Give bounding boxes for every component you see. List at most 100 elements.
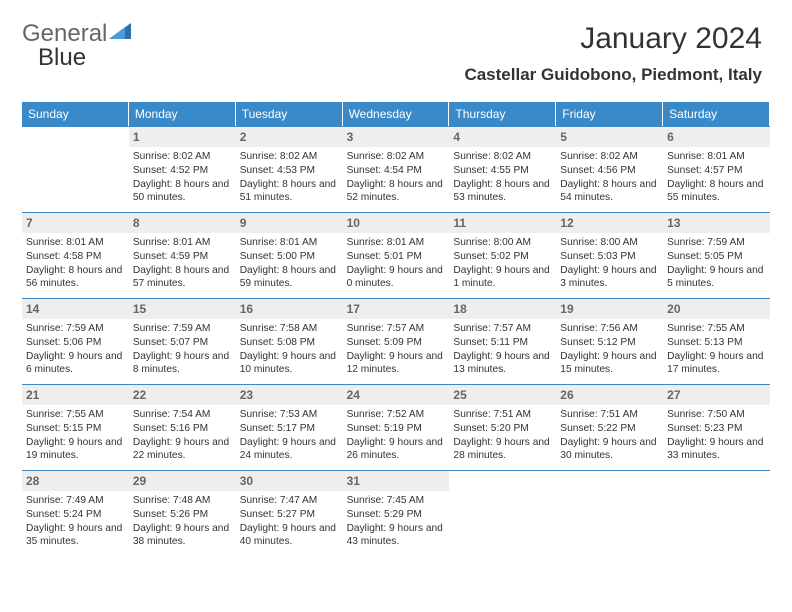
day-info: Sunrise: 7:57 AMSunset: 5:11 PMDaylight:… xyxy=(453,322,552,377)
day-cell: 1 Sunrise: 8:02 AMSunset: 4:52 PMDaylight… xyxy=(129,126,236,212)
day-number: 15 xyxy=(129,299,236,319)
day-info: Sunrise: 8:01 AMSunset: 4:57 PMDaylight:… xyxy=(667,150,766,205)
day-cell: 20 Sunrise: 7:55 AMSunset: 5:13 PMDayligh… xyxy=(663,298,770,384)
day-number: 25 xyxy=(449,385,556,405)
day-number: 5 xyxy=(556,127,663,147)
day-cell: 31 Sunrise: 7:45 AMSunset: 5:29 PMDayligh… xyxy=(343,470,450,556)
empty-cell xyxy=(22,126,129,212)
day-number: 10 xyxy=(343,213,450,233)
day-cell: 26 Sunrise: 7:51 AMSunset: 5:22 PMDayligh… xyxy=(556,384,663,470)
day-info: Sunrise: 7:52 AMSunset: 5:19 PMDaylight:… xyxy=(347,408,446,463)
day-number: 28 xyxy=(22,471,129,491)
day-number: 7 xyxy=(22,213,129,233)
day-cell: 23 Sunrise: 7:53 AMSunset: 5:17 PMDayligh… xyxy=(236,384,343,470)
day-cell: 6 Sunrise: 8:01 AMSunset: 4:57 PMDaylight… xyxy=(663,126,770,212)
weekday-header: Tuesday xyxy=(236,102,343,126)
day-info: Sunrise: 7:54 AMSunset: 5:16 PMDaylight:… xyxy=(133,408,232,463)
day-number: 8 xyxy=(129,213,236,233)
day-cell: 19 Sunrise: 7:56 AMSunset: 5:12 PMDayligh… xyxy=(556,298,663,384)
day-info: Sunrise: 7:48 AMSunset: 5:26 PMDaylight:… xyxy=(133,494,232,549)
header: General Blue January 2024 Castellar Guid… xyxy=(0,0,792,95)
weekday-header: Sunday xyxy=(22,102,129,126)
day-info: Sunrise: 7:59 AMSunset: 5:06 PMDaylight:… xyxy=(26,322,125,377)
day-info: Sunrise: 7:51 AMSunset: 5:20 PMDaylight:… xyxy=(453,408,552,463)
day-cell: 7 Sunrise: 8:01 AMSunset: 4:58 PMDaylight… xyxy=(22,212,129,298)
calendar-grid: SundayMondayTuesdayWednesdayThursdayFrid… xyxy=(22,102,770,556)
day-number: 1 xyxy=(129,127,236,147)
day-info: Sunrise: 8:01 AMSunset: 4:58 PMDaylight:… xyxy=(26,236,125,291)
page-title: January 2024 xyxy=(580,22,762,56)
day-number: 20 xyxy=(663,299,770,319)
day-info: Sunrise: 8:02 AMSunset: 4:53 PMDaylight:… xyxy=(240,150,339,205)
day-info: Sunrise: 8:00 AMSunset: 5:02 PMDaylight:… xyxy=(453,236,552,291)
day-number: 16 xyxy=(236,299,343,319)
day-number: 19 xyxy=(556,299,663,319)
day-number: 29 xyxy=(129,471,236,491)
day-info: Sunrise: 7:53 AMSunset: 5:17 PMDaylight:… xyxy=(240,408,339,463)
day-cell: 9Sunrise: 8:01 AMSunset: 5:00 PMDaylight… xyxy=(236,212,343,298)
day-number: 12 xyxy=(556,213,663,233)
day-number: 18 xyxy=(449,299,556,319)
day-cell: 15 Sunrise: 7:59 AMSunset: 5:07 PMDayligh… xyxy=(129,298,236,384)
day-number: 17 xyxy=(343,299,450,319)
day-number: 4 xyxy=(449,127,556,147)
weekday-header: Thursday xyxy=(449,102,556,126)
day-info: Sunrise: 8:01 AMSunset: 5:00 PMDaylight:… xyxy=(240,236,339,291)
logo-text-2: Blue xyxy=(38,44,86,71)
day-info: Sunrise: 7:59 AMSunset: 5:07 PMDaylight:… xyxy=(133,322,232,377)
day-number: 21 xyxy=(22,385,129,405)
day-info: Sunrise: 7:55 AMSunset: 5:15 PMDaylight:… xyxy=(26,408,125,463)
day-info: Sunrise: 7:58 AMSunset: 5:08 PMDaylight:… xyxy=(240,322,339,377)
weekday-header: Wednesday xyxy=(343,102,450,126)
day-info: Sunrise: 8:02 AMSunset: 4:55 PMDaylight:… xyxy=(453,150,552,205)
day-cell: 2Sunrise: 8:02 AMSunset: 4:53 PMDaylight… xyxy=(236,126,343,212)
day-number: 11 xyxy=(449,213,556,233)
day-cell: 16 Sunrise: 7:58 AMSunset: 5:08 PMDayligh… xyxy=(236,298,343,384)
day-number: 22 xyxy=(129,385,236,405)
day-cell: 3 Sunrise: 8:02 AMSunset: 4:54 PMDaylight… xyxy=(343,126,450,212)
day-cell: 5 Sunrise: 8:02 AMSunset: 4:56 PMDaylight… xyxy=(556,126,663,212)
day-number: 3 xyxy=(343,127,450,147)
day-info: Sunrise: 7:50 AMSunset: 5:23 PMDaylight:… xyxy=(667,408,766,463)
location-subtitle: Castellar Guidobono, Piedmont, Italy xyxy=(464,65,762,85)
day-info: Sunrise: 7:49 AMSunset: 5:24 PMDaylight:… xyxy=(26,494,125,549)
day-info: Sunrise: 8:00 AMSunset: 5:03 PMDaylight:… xyxy=(560,236,659,291)
day-cell: 22 Sunrise: 7:54 AMSunset: 5:16 PMDayligh… xyxy=(129,384,236,470)
day-number: 24 xyxy=(343,385,450,405)
day-cell: 27Sunrise: 7:50 AMSunset: 5:23 PMDayligh… xyxy=(663,384,770,470)
empty-cell xyxy=(556,470,663,556)
day-cell: 21 Sunrise: 7:55 AMSunset: 5:15 PMDayligh… xyxy=(22,384,129,470)
day-number: 13 xyxy=(663,213,770,233)
day-number: 6 xyxy=(663,127,770,147)
day-info: Sunrise: 8:02 AMSunset: 4:56 PMDaylight:… xyxy=(560,150,659,205)
day-cell: 29 Sunrise: 7:48 AMSunset: 5:26 PMDayligh… xyxy=(129,470,236,556)
day-cell: 10 Sunrise: 8:01 AMSunset: 5:01 PMDayligh… xyxy=(343,212,450,298)
day-info: Sunrise: 7:47 AMSunset: 5:27 PMDaylight:… xyxy=(240,494,339,549)
day-cell: 30 Sunrise: 7:47 AMSunset: 5:27 PMDayligh… xyxy=(236,470,343,556)
day-cell: 4 Sunrise: 8:02 AMSunset: 4:55 PMDaylight… xyxy=(449,126,556,212)
day-info: Sunrise: 7:57 AMSunset: 5:09 PMDaylight:… xyxy=(347,322,446,377)
day-info: Sunrise: 8:01 AMSunset: 5:01 PMDaylight:… xyxy=(347,236,446,291)
day-cell: 25 Sunrise: 7:51 AMSunset: 5:20 PMDayligh… xyxy=(449,384,556,470)
day-info: Sunrise: 7:56 AMSunset: 5:12 PMDaylight:… xyxy=(560,322,659,377)
day-info: Sunrise: 7:45 AMSunset: 5:29 PMDaylight:… xyxy=(347,494,446,549)
day-cell: 14Sunrise: 7:59 AMSunset: 5:06 PMDayligh… xyxy=(22,298,129,384)
day-cell: 11 Sunrise: 8:00 AMSunset: 5:02 PMDayligh… xyxy=(449,212,556,298)
day-number: 31 xyxy=(343,471,450,491)
day-number: 23 xyxy=(236,385,343,405)
day-info: Sunrise: 8:02 AMSunset: 4:52 PMDaylight:… xyxy=(133,150,232,205)
weekday-header: Monday xyxy=(129,102,236,126)
day-info: Sunrise: 7:59 AMSunset: 5:05 PMDaylight:… xyxy=(667,236,766,291)
day-number: 26 xyxy=(556,385,663,405)
day-info: Sunrise: 8:01 AMSunset: 4:59 PMDaylight:… xyxy=(133,236,232,291)
day-cell: 12 Sunrise: 8:00 AMSunset: 5:03 PMDayligh… xyxy=(556,212,663,298)
day-info: Sunrise: 8:02 AMSunset: 4:54 PMDaylight:… xyxy=(347,150,446,205)
day-info: Sunrise: 7:55 AMSunset: 5:13 PMDaylight:… xyxy=(667,322,766,377)
day-cell: 17 Sunrise: 7:57 AMSunset: 5:09 PMDayligh… xyxy=(343,298,450,384)
day-number: 30 xyxy=(236,471,343,491)
day-info: Sunrise: 7:51 AMSunset: 5:22 PMDaylight:… xyxy=(560,408,659,463)
day-cell: 13 Sunrise: 7:59 AMSunset: 5:05 PMDayligh… xyxy=(663,212,770,298)
day-cell: 8 Sunrise: 8:01 AMSunset: 4:59 PMDaylight… xyxy=(129,212,236,298)
day-cell: 28 Sunrise: 7:49 AMSunset: 5:24 PMDayligh… xyxy=(22,470,129,556)
day-cell: 24 Sunrise: 7:52 AMSunset: 5:19 PMDayligh… xyxy=(343,384,450,470)
